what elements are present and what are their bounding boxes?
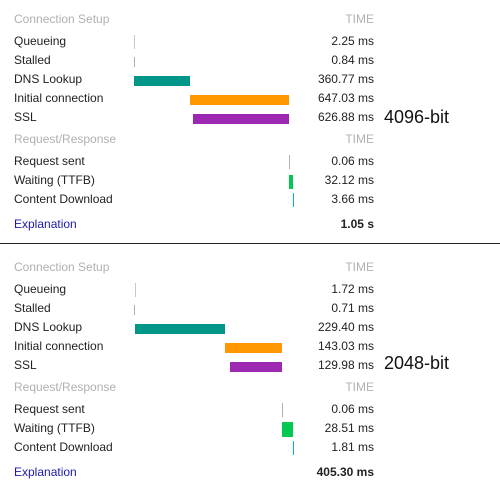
time-column-header: TIME [345, 132, 374, 146]
timing-row-initial-connection[interactable]: Initial connection 143.03 ms [0, 338, 500, 357]
timing-bar-request-sent [289, 155, 290, 169]
timing-row-initial-connection[interactable]: Initial connection 647.03 ms [0, 90, 500, 109]
timing-row-waiting[interactable]: Waiting (TTFB) 32.12 ms [0, 172, 500, 191]
timing-row-queueing[interactable]: Queueing 2.25 ms [0, 33, 500, 52]
timing-bar-initial-connection [190, 95, 289, 105]
timing-bar-queueing [134, 35, 135, 49]
timing-row-request-sent[interactable]: Request sent 0.06 ms [0, 153, 500, 172]
row-duration: 3.66 ms [331, 192, 374, 206]
timing-bar-waiting [289, 175, 293, 189]
row-label: Request sent [14, 402, 85, 416]
timing-bar-ssl [193, 114, 289, 124]
request-response-header: Request/Response TIME [0, 131, 500, 150]
timing-row-stalled[interactable]: Stalled 0.71 ms [0, 300, 500, 319]
timing-row-waiting[interactable]: Waiting (TTFB) 28.51 ms [0, 420, 500, 439]
row-duration: 32.12 ms [324, 173, 374, 187]
row-label: Stalled [14, 53, 51, 67]
timing-row-ssl[interactable]: SSL 626.88 ms [0, 109, 500, 128]
row-label: Request sent [14, 154, 85, 168]
explanation-row: Explanation 405.30 ms [0, 464, 500, 483]
timing-bar-content-download [293, 193, 294, 207]
row-duration: 0.71 ms [331, 301, 374, 315]
key-size-label: 4096-bit [384, 107, 450, 127]
row-duration: 1.72 ms [331, 282, 374, 296]
row-duration: 360.77 ms [317, 72, 374, 86]
connection-setup-header: Connection Setup TIME [0, 11, 500, 30]
row-duration: 229.40 ms [317, 320, 374, 334]
total-duration: 1.05 s [340, 217, 374, 231]
row-label: Queueing [14, 282, 67, 296]
panel-divider [0, 243, 500, 244]
row-label: DNS Lookup [14, 320, 83, 334]
row-label: Initial connection [14, 91, 104, 105]
timing-row-queueing[interactable]: Queueing 1.72 ms [0, 281, 500, 300]
timing-bar-waiting [282, 422, 293, 437]
timing-row-stalled[interactable]: Stalled 0.84 ms [0, 52, 500, 71]
row-duration: 0.06 ms [331, 154, 374, 168]
timing-bar-queueing [135, 283, 136, 297]
time-column-header: TIME [345, 380, 374, 394]
row-label: Waiting (TTFB) [14, 421, 95, 435]
explanation-link[interactable]: Explanation [14, 217, 77, 231]
connection-setup-header: Connection Setup TIME [0, 259, 500, 278]
key-size-label: 2048-bit [384, 353, 450, 373]
section-title: Request/Response [14, 132, 117, 146]
row-label: Content Download [14, 440, 113, 454]
row-label: DNS Lookup [14, 72, 83, 86]
time-column-header: TIME [345, 260, 374, 274]
timing-row-content-download[interactable]: Content Download 1.81 ms [0, 439, 500, 458]
timing-bar-dns [135, 324, 225, 334]
row-duration: 647.03 ms [317, 91, 374, 105]
timing-row-request-sent[interactable]: Request sent 0.06 ms [0, 401, 500, 420]
explanation-link[interactable]: Explanation [14, 465, 77, 479]
row-label: Initial connection [14, 339, 104, 353]
section-title: Connection Setup [14, 12, 110, 26]
row-label: Queueing [14, 34, 67, 48]
timing-bar-initial-connection [225, 343, 282, 353]
request-response-header: Request/Response TIME [0, 379, 500, 398]
timing-bar-request-sent [282, 403, 283, 417]
row-duration: 2.25 ms [331, 34, 374, 48]
row-label: Content Download [14, 192, 113, 206]
row-label: Stalled [14, 301, 51, 315]
row-label: SSL [14, 110, 37, 124]
row-duration: 0.84 ms [331, 53, 374, 67]
row-duration: 28.51 ms [324, 421, 374, 435]
timing-bar-content-download [293, 441, 294, 455]
timing-bar-ssl [230, 362, 282, 372]
row-duration: 0.06 ms [331, 402, 374, 416]
row-duration: 1.81 ms [331, 440, 374, 454]
explanation-row: Explanation 1.05 s [0, 216, 500, 235]
timing-bar-stalled [134, 305, 135, 315]
timing-bar-stalled [134, 57, 135, 67]
row-label: SSL [14, 358, 37, 372]
row-duration: 626.88 ms [317, 110, 374, 124]
row-duration: 143.03 ms [317, 339, 374, 353]
timing-row-dns[interactable]: DNS Lookup 229.40 ms [0, 319, 500, 338]
timing-row-dns[interactable]: DNS Lookup 360.77 ms [0, 71, 500, 90]
section-title: Request/Response [14, 380, 117, 394]
section-title: Connection Setup [14, 260, 110, 274]
row-label: Waiting (TTFB) [14, 173, 95, 187]
timing-row-ssl[interactable]: SSL 129.98 ms [0, 357, 500, 376]
row-duration: 129.98 ms [317, 358, 374, 372]
timing-row-content-download[interactable]: Content Download 3.66 ms [0, 191, 500, 210]
time-column-header: TIME [345, 12, 374, 26]
timing-bar-dns [134, 76, 190, 86]
total-duration: 405.30 ms [316, 465, 374, 479]
